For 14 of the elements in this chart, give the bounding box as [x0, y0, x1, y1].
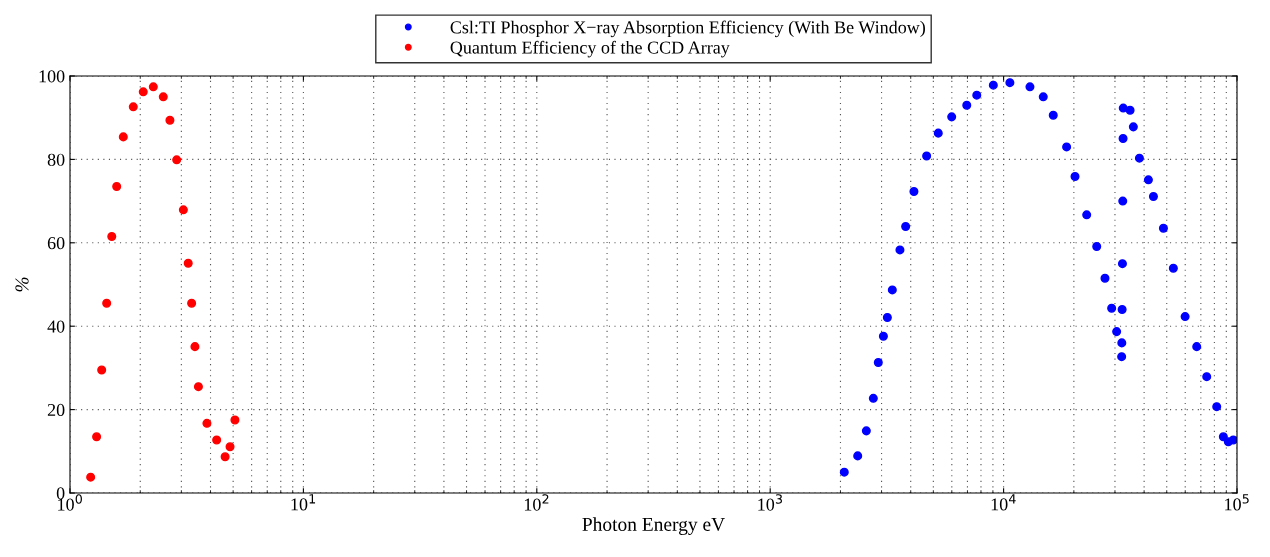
- y-tick-label: 80: [47, 153, 65, 166]
- legend-label: Csl:TI Phosphor X−ray Absorption Efficiency (With Be Window): [450, 20, 925, 38]
- x-tick-label: 10$^{1}$: [291, 494, 316, 511]
- x-axis-title: Photon Energy eV: [582, 517, 725, 535]
- legend-label: Quantum Efficiency of the CCD Array: [450, 40, 730, 58]
- y-tick-label: 100: [39, 70, 65, 83]
- x-tick-label: 10$^{3}$: [758, 494, 783, 511]
- x-tick-label: 10$^{5}$: [1225, 494, 1249, 511]
- y-tick-label: 60: [47, 237, 65, 250]
- x-tick-label: 10$^{2}$: [524, 494, 549, 511]
- y-axis-title: %: [15, 277, 29, 292]
- y-tick-label: 40: [47, 320, 65, 333]
- x-tick-label: 10$^{4}$: [991, 494, 1016, 511]
- y-tick-label: 20: [47, 403, 65, 417]
